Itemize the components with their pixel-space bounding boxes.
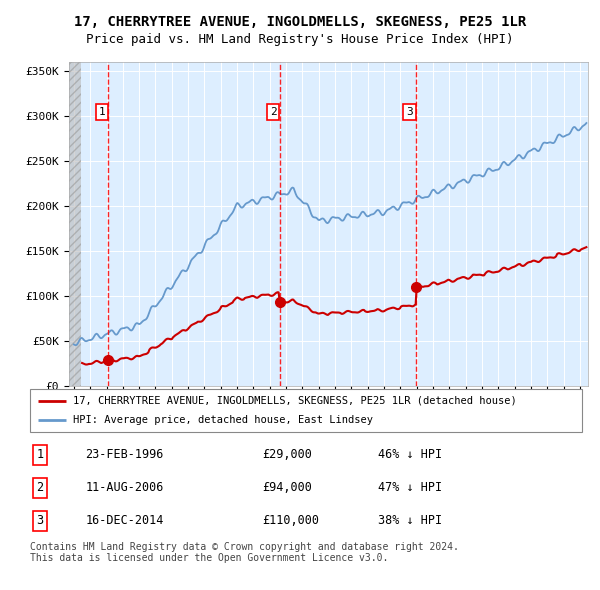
Text: 17, CHERRYTREE AVENUE, INGOLDMELLS, SKEGNESS, PE25 1LR (detached house): 17, CHERRYTREE AVENUE, INGOLDMELLS, SKEG… [73,396,517,406]
Text: 47% ↓ HPI: 47% ↓ HPI [378,481,442,494]
Text: Price paid vs. HM Land Registry's House Price Index (HPI): Price paid vs. HM Land Registry's House … [86,33,514,46]
Text: HPI: Average price, detached house, East Lindsey: HPI: Average price, detached house, East… [73,415,373,425]
Text: 17, CHERRYTREE AVENUE, INGOLDMELLS, SKEGNESS, PE25 1LR: 17, CHERRYTREE AVENUE, INGOLDMELLS, SKEG… [74,15,526,30]
Text: Contains HM Land Registry data © Crown copyright and database right 2024.
This d: Contains HM Land Registry data © Crown c… [30,542,459,563]
Text: 2: 2 [270,107,277,117]
Text: 1: 1 [98,107,106,117]
Text: 3: 3 [406,107,413,117]
FancyBboxPatch shape [30,389,582,432]
Text: 11-AUG-2006: 11-AUG-2006 [85,481,164,494]
Text: 3: 3 [37,514,43,527]
Text: 23-FEB-1996: 23-FEB-1996 [85,448,164,461]
Text: £29,000: £29,000 [262,448,312,461]
Bar [69,62,81,386]
Text: 16-DEC-2014: 16-DEC-2014 [85,514,164,527]
Text: 1: 1 [37,448,43,461]
Text: £94,000: £94,000 [262,481,312,494]
Text: £110,000: £110,000 [262,514,319,527]
Text: 2: 2 [37,481,43,494]
Text: 38% ↓ HPI: 38% ↓ HPI [378,514,442,527]
Text: 46% ↓ HPI: 46% ↓ HPI [378,448,442,461]
